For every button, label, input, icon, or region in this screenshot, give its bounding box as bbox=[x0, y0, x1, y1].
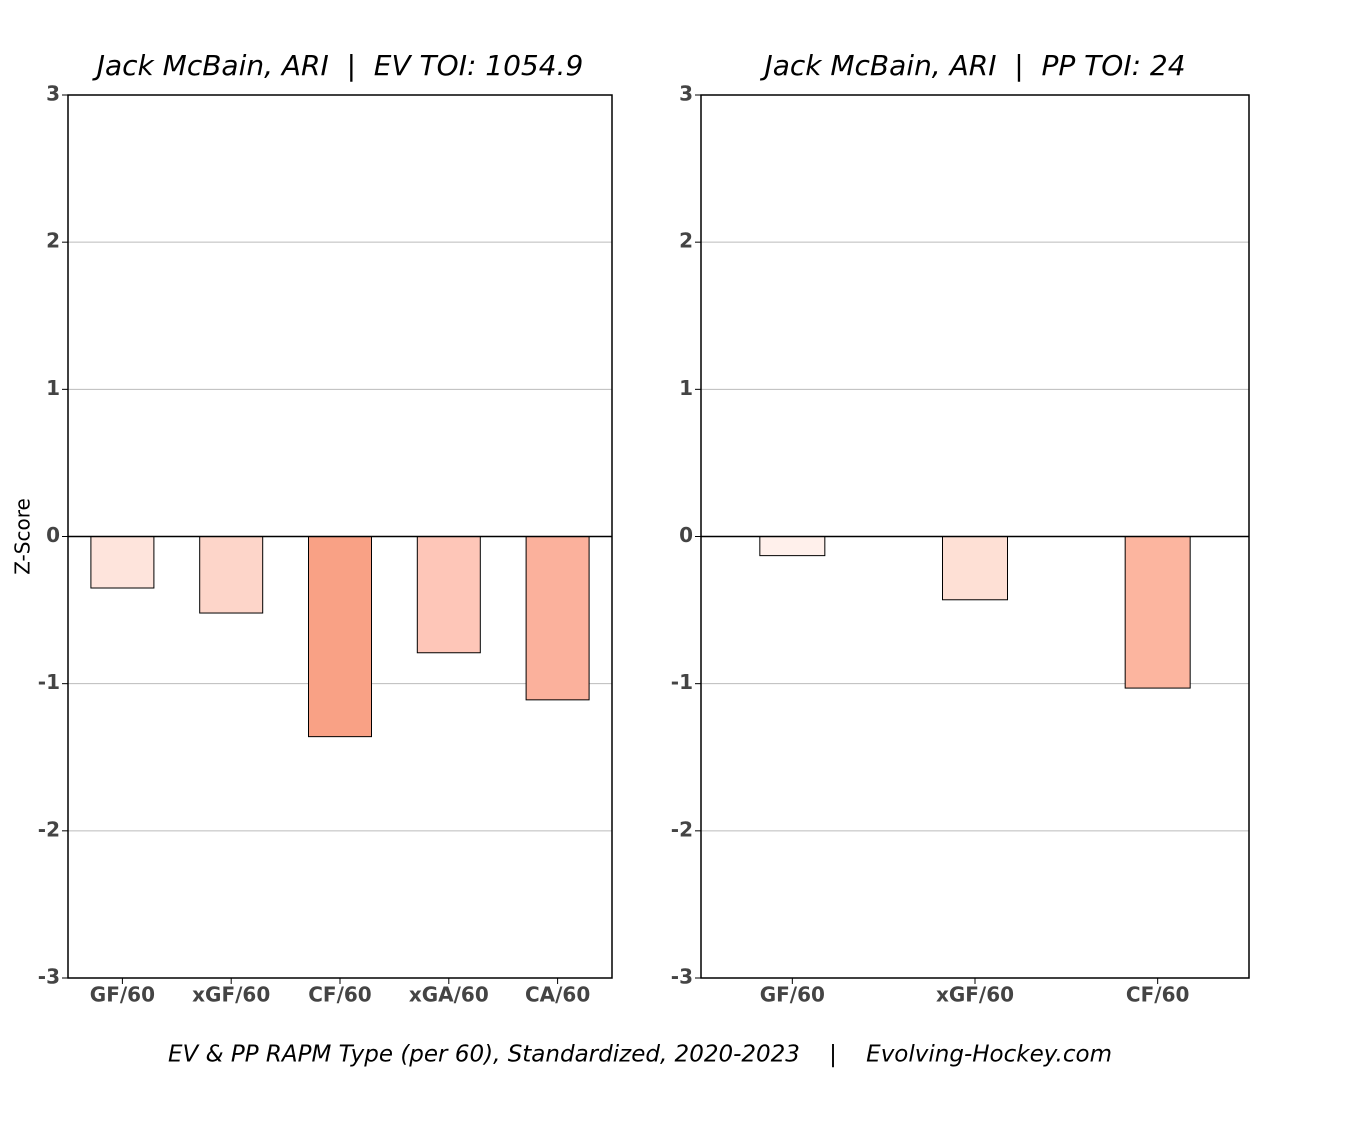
bar bbox=[308, 536, 372, 738]
x-tick-label: CF/60 bbox=[308, 983, 371, 1007]
x-tick-label: xGA/60 bbox=[409, 983, 489, 1007]
y-tick-label: -3 bbox=[671, 965, 693, 989]
x-tick-label: xGF/60 bbox=[936, 983, 1014, 1007]
x-tick-label: GF/60 bbox=[90, 983, 155, 1007]
y-axis-label: Z-Score bbox=[11, 498, 35, 575]
y-tick-label: 1 bbox=[679, 376, 693, 400]
y-tick-label: 0 bbox=[679, 523, 693, 547]
bar bbox=[199, 536, 264, 614]
bar bbox=[90, 536, 155, 589]
x-tick-label: xGF/60 bbox=[192, 983, 270, 1007]
axes-frame bbox=[700, 94, 1250, 979]
x-tick-label: CA/60 bbox=[525, 983, 590, 1007]
y-tick-label: 1 bbox=[46, 376, 60, 400]
y-tick-label: -2 bbox=[671, 817, 693, 841]
y-tick-label: 2 bbox=[46, 229, 60, 253]
bar bbox=[1124, 536, 1191, 689]
y-tick-label: 0 bbox=[46, 523, 60, 547]
y-tick-label: -3 bbox=[38, 965, 60, 989]
chart-title: Jack McBain, ARI | EV TOI: 1054.9 bbox=[92, 49, 584, 82]
y-tick-label: 3 bbox=[679, 82, 693, 106]
bar bbox=[759, 536, 826, 557]
x-tick-label: CF/60 bbox=[1126, 983, 1189, 1007]
axes-frame bbox=[67, 94, 613, 979]
y-tick-label: -1 bbox=[671, 670, 693, 694]
y-tick-label: 2 bbox=[679, 229, 693, 253]
y-tick-label: -1 bbox=[38, 670, 60, 694]
caption: EV & PP RAPM Type (per 60), Standardized… bbox=[168, 1042, 1112, 1068]
bar bbox=[416, 536, 481, 654]
x-tick-label: GF/60 bbox=[760, 983, 825, 1007]
bar bbox=[942, 536, 1008, 601]
y-tick-label: 3 bbox=[46, 82, 60, 106]
bar bbox=[525, 536, 590, 701]
chart-title: Jack McBain, ARI | PP TOI: 24 bbox=[759, 49, 1185, 82]
y-tick-label: -2 bbox=[38, 817, 60, 841]
